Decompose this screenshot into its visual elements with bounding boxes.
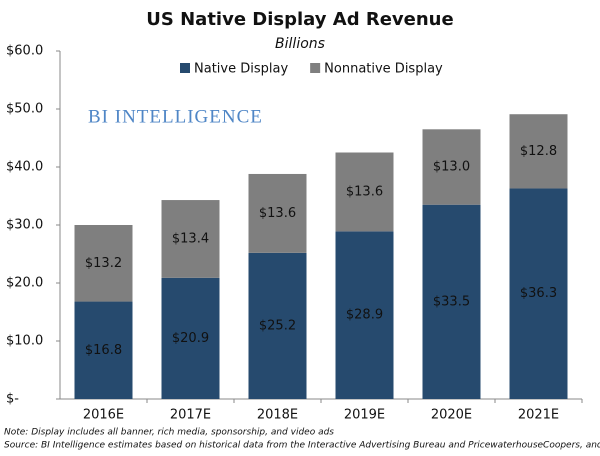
y-tick-label: $50.0 bbox=[6, 102, 43, 117]
x-tick-label: 2021E bbox=[518, 408, 559, 423]
y-tick-label: $20.0 bbox=[6, 276, 43, 291]
x-tick-label: 2020E bbox=[431, 408, 472, 423]
x-tick-label: 2017E bbox=[170, 408, 211, 423]
bar-segment bbox=[509, 188, 568, 399]
value-label: $13.6 bbox=[259, 206, 296, 221]
bar-segment bbox=[335, 152, 394, 232]
bar-segment bbox=[161, 200, 220, 278]
watermark: BI INTELLIGENCE bbox=[88, 106, 263, 127]
value-label: $25.2 bbox=[259, 318, 296, 333]
value-label: $13.6 bbox=[346, 184, 383, 199]
value-label: $33.5 bbox=[433, 294, 470, 309]
bar-segment bbox=[335, 231, 394, 399]
x-tick-label: 2018E bbox=[257, 408, 298, 423]
value-label: $20.9 bbox=[172, 331, 209, 346]
value-label: $36.3 bbox=[520, 286, 557, 301]
chart-subtitle: Billions bbox=[275, 36, 325, 52]
y-tick-label: $60.0 bbox=[6, 44, 43, 59]
value-label: $12.8 bbox=[520, 144, 557, 159]
value-label: $16.8 bbox=[85, 343, 122, 358]
y-tick-label: $30.0 bbox=[6, 218, 43, 233]
chart-title: US Native Display Ad Revenue bbox=[146, 9, 453, 30]
value-label: $28.9 bbox=[346, 308, 383, 323]
value-label: $13.0 bbox=[433, 160, 470, 175]
value-label: $13.2 bbox=[85, 256, 122, 271]
legend-swatch bbox=[310, 63, 321, 73]
legend-swatch bbox=[180, 63, 190, 73]
legend-label: Nonnative Display bbox=[324, 62, 443, 77]
y-tick-label: $10.0 bbox=[6, 334, 43, 349]
x-tick-label: 2019E bbox=[344, 408, 385, 423]
legend-label: Native Display bbox=[194, 62, 288, 77]
y-tick-label: $- bbox=[6, 392, 19, 407]
source: Source: BI Intelligence estimates based … bbox=[4, 441, 600, 451]
bar-segment bbox=[248, 173, 307, 253]
bar-segment bbox=[422, 204, 481, 399]
x-tick-label: 2016E bbox=[83, 408, 124, 423]
bar-segment bbox=[161, 277, 220, 399]
note: Note: Display includes all banner, rich … bbox=[4, 428, 334, 438]
bar-segment bbox=[74, 301, 133, 399]
bar-segment bbox=[248, 252, 307, 399]
bar-segment bbox=[509, 114, 568, 189]
bar-segment bbox=[74, 225, 133, 302]
bar-segment bbox=[422, 129, 481, 205]
y-tick-label: $40.0 bbox=[6, 160, 43, 175]
value-label: $13.4 bbox=[172, 231, 209, 246]
